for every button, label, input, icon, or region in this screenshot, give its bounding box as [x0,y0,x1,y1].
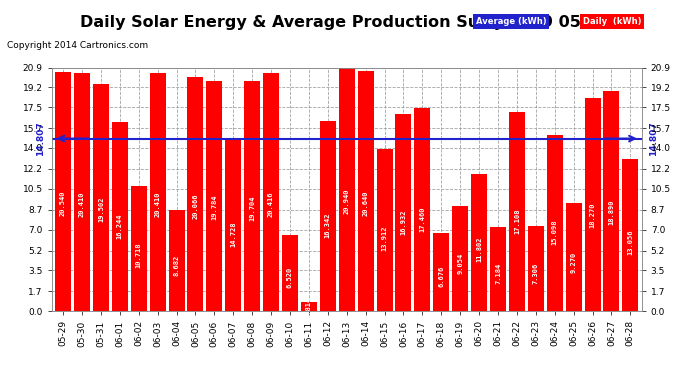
Text: 13.912: 13.912 [382,225,388,251]
Bar [188,77,204,311]
Bar [55,72,71,311]
Bar [604,91,620,311]
Text: Daily Solar Energy & Average Production Sun Jun 29 05:41: Daily Solar Energy & Average Production … [80,15,610,30]
Bar [130,186,147,311]
Text: 15.098: 15.098 [552,219,558,245]
Bar [452,206,469,311]
Bar [263,73,279,311]
Text: 16.342: 16.342 [325,213,331,238]
Text: 10.718: 10.718 [136,242,141,268]
Bar [244,81,260,311]
Text: 14.807: 14.807 [36,121,45,156]
Text: 16.244: 16.244 [117,213,123,239]
Bar [282,235,298,311]
Text: 18.890: 18.890 [609,200,615,225]
Bar [509,112,525,311]
Text: Copyright 2014 Cartronics.com: Copyright 2014 Cartronics.com [7,41,148,50]
Bar [150,73,166,311]
Text: Average (kWh): Average (kWh) [476,17,546,26]
Bar [566,203,582,311]
Bar [490,228,506,311]
Text: 19.502: 19.502 [98,196,104,222]
Text: 6.520: 6.520 [287,266,293,288]
Text: 8.682: 8.682 [174,255,179,276]
Bar [528,226,544,311]
Bar [319,121,336,311]
Bar [414,108,431,311]
Text: Daily  (kWh): Daily (kWh) [583,17,642,26]
Bar [339,67,355,311]
Text: 18.270: 18.270 [589,202,595,228]
Bar [377,149,393,311]
Text: 19.784: 19.784 [211,195,217,220]
Bar [93,84,109,311]
Text: 17.108: 17.108 [514,209,520,234]
Bar [471,174,487,311]
Bar [112,122,128,311]
Text: 14.728: 14.728 [230,221,236,247]
Text: 20.410: 20.410 [155,191,161,217]
Text: 7.184: 7.184 [495,263,501,284]
Text: 11.802: 11.802 [476,237,482,262]
Bar [74,73,90,311]
Text: 20.640: 20.640 [363,190,368,216]
Bar [168,210,185,311]
Bar [357,70,374,311]
Text: 20.066: 20.066 [193,193,199,219]
Text: 14.807: 14.807 [649,121,658,156]
Text: 20.940: 20.940 [344,189,350,214]
Text: 17.460: 17.460 [420,207,425,232]
Bar [206,81,222,311]
Text: 6.676: 6.676 [438,266,444,287]
Text: 13.056: 13.056 [627,230,633,255]
Bar [622,159,638,311]
Text: 20.410: 20.410 [79,191,85,217]
Text: 9.270: 9.270 [571,252,577,273]
Bar [395,114,411,311]
Text: 9.054: 9.054 [457,253,463,274]
Bar [584,98,600,311]
Text: 7.306: 7.306 [533,262,539,284]
Bar [546,135,563,311]
Text: 20.540: 20.540 [60,191,66,216]
Bar [225,140,241,311]
Text: 0.814: 0.814 [306,296,312,318]
Bar [433,233,449,311]
Text: 16.932: 16.932 [400,210,406,235]
Text: 20.416: 20.416 [268,191,274,217]
Text: 19.704: 19.704 [249,195,255,220]
Bar [301,302,317,311]
